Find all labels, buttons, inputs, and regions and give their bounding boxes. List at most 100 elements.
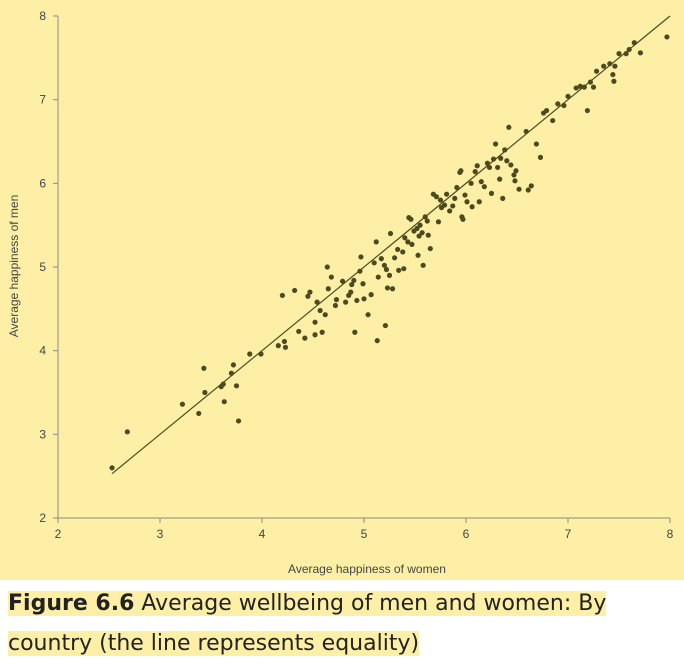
data-point <box>405 239 411 245</box>
data-point <box>637 50 644 56</box>
data-point <box>441 202 448 208</box>
y-tick-label: 2 <box>39 511 46 525</box>
data-point <box>275 343 281 349</box>
y-tick-label: 6 <box>39 176 46 190</box>
data-point <box>543 107 550 114</box>
data-point <box>305 293 311 299</box>
data-point <box>258 351 264 357</box>
data-point <box>400 249 406 255</box>
data-point <box>109 465 115 471</box>
data-point <box>508 162 514 168</box>
data-point <box>358 254 364 260</box>
data-point <box>469 204 475 210</box>
data-point <box>235 418 242 424</box>
y-tick-label: 4 <box>39 344 46 358</box>
data-point <box>422 214 428 220</box>
data-point <box>454 184 460 191</box>
data-point <box>631 40 637 46</box>
data-point <box>202 389 208 396</box>
data-point <box>420 262 426 268</box>
x-tick-label: 5 <box>361 527 368 541</box>
x-tick-label: 8 <box>667 527 674 541</box>
data-point <box>196 410 202 417</box>
data-point <box>343 299 349 305</box>
data-point <box>317 307 323 314</box>
data-point <box>555 101 561 107</box>
data-point <box>587 79 594 85</box>
data-point <box>612 63 618 69</box>
data-point <box>324 264 330 270</box>
data-point <box>484 160 491 166</box>
data-point <box>512 178 518 184</box>
data-point <box>626 46 632 53</box>
data-point <box>383 266 390 273</box>
data-point <box>384 285 391 291</box>
data-point <box>279 292 285 299</box>
data-point <box>386 272 393 278</box>
data-point <box>437 197 444 203</box>
data-point <box>371 260 377 266</box>
data-point <box>382 322 389 329</box>
data-point <box>282 344 289 350</box>
data-point <box>417 222 423 228</box>
data-point <box>328 274 334 280</box>
data-point <box>352 329 358 335</box>
data-point <box>610 71 616 78</box>
data-point <box>415 252 421 258</box>
chart-panel: 2 3 4 5 6 7 8 2 3 4 5 6 7 8 Average happiness of wome… <box>0 0 684 580</box>
data-point <box>537 154 544 160</box>
data-point <box>312 319 318 325</box>
data-point <box>365 312 371 318</box>
data-point <box>664 34 670 40</box>
data-point <box>528 183 534 189</box>
data-point <box>419 230 425 236</box>
data-point <box>124 429 130 435</box>
scatter-chart: 2 3 4 5 6 7 8 2 3 4 5 6 7 8 Average happiness of wome… <box>7 9 674 576</box>
data-point <box>409 241 415 248</box>
data-point <box>378 256 384 262</box>
y-tick-label: 8 <box>39 9 46 23</box>
data-point <box>319 329 325 335</box>
data-point <box>354 297 360 304</box>
data-point <box>481 184 487 190</box>
data-point <box>247 351 253 357</box>
data-point <box>314 299 320 305</box>
data-point <box>416 233 422 239</box>
data-point <box>472 169 478 175</box>
data-point <box>349 281 355 288</box>
data-point <box>497 176 503 182</box>
data-point <box>357 268 363 274</box>
data-point <box>468 180 474 186</box>
data-point <box>348 289 354 295</box>
data-point <box>360 281 366 287</box>
data-point <box>502 147 508 153</box>
y-axis-title: Average happiness of men <box>7 195 21 338</box>
data-point <box>332 302 339 309</box>
data-point <box>389 286 396 292</box>
data-point <box>307 289 313 295</box>
data-point <box>573 85 579 91</box>
data-point <box>601 63 607 69</box>
data-point <box>281 338 288 345</box>
data-point <box>351 277 357 283</box>
x-tick-label: 4 <box>259 527 266 541</box>
figure-label: Figure 6.6 <box>8 591 135 616</box>
data-point <box>433 194 440 200</box>
data-point <box>408 216 414 222</box>
data-point <box>525 187 531 193</box>
data-point <box>381 262 387 268</box>
data-point <box>513 168 519 174</box>
data-point <box>395 246 401 253</box>
data-point <box>478 179 484 185</box>
data-point <box>516 186 522 192</box>
data-point <box>368 292 374 298</box>
data-point <box>565 93 571 99</box>
data-point <box>414 225 420 232</box>
data-point <box>221 399 227 405</box>
data-point <box>452 195 458 201</box>
data-point <box>402 235 408 241</box>
data-point <box>424 218 430 224</box>
data-point <box>233 383 240 389</box>
data-point <box>425 232 431 238</box>
data-point <box>506 124 512 130</box>
